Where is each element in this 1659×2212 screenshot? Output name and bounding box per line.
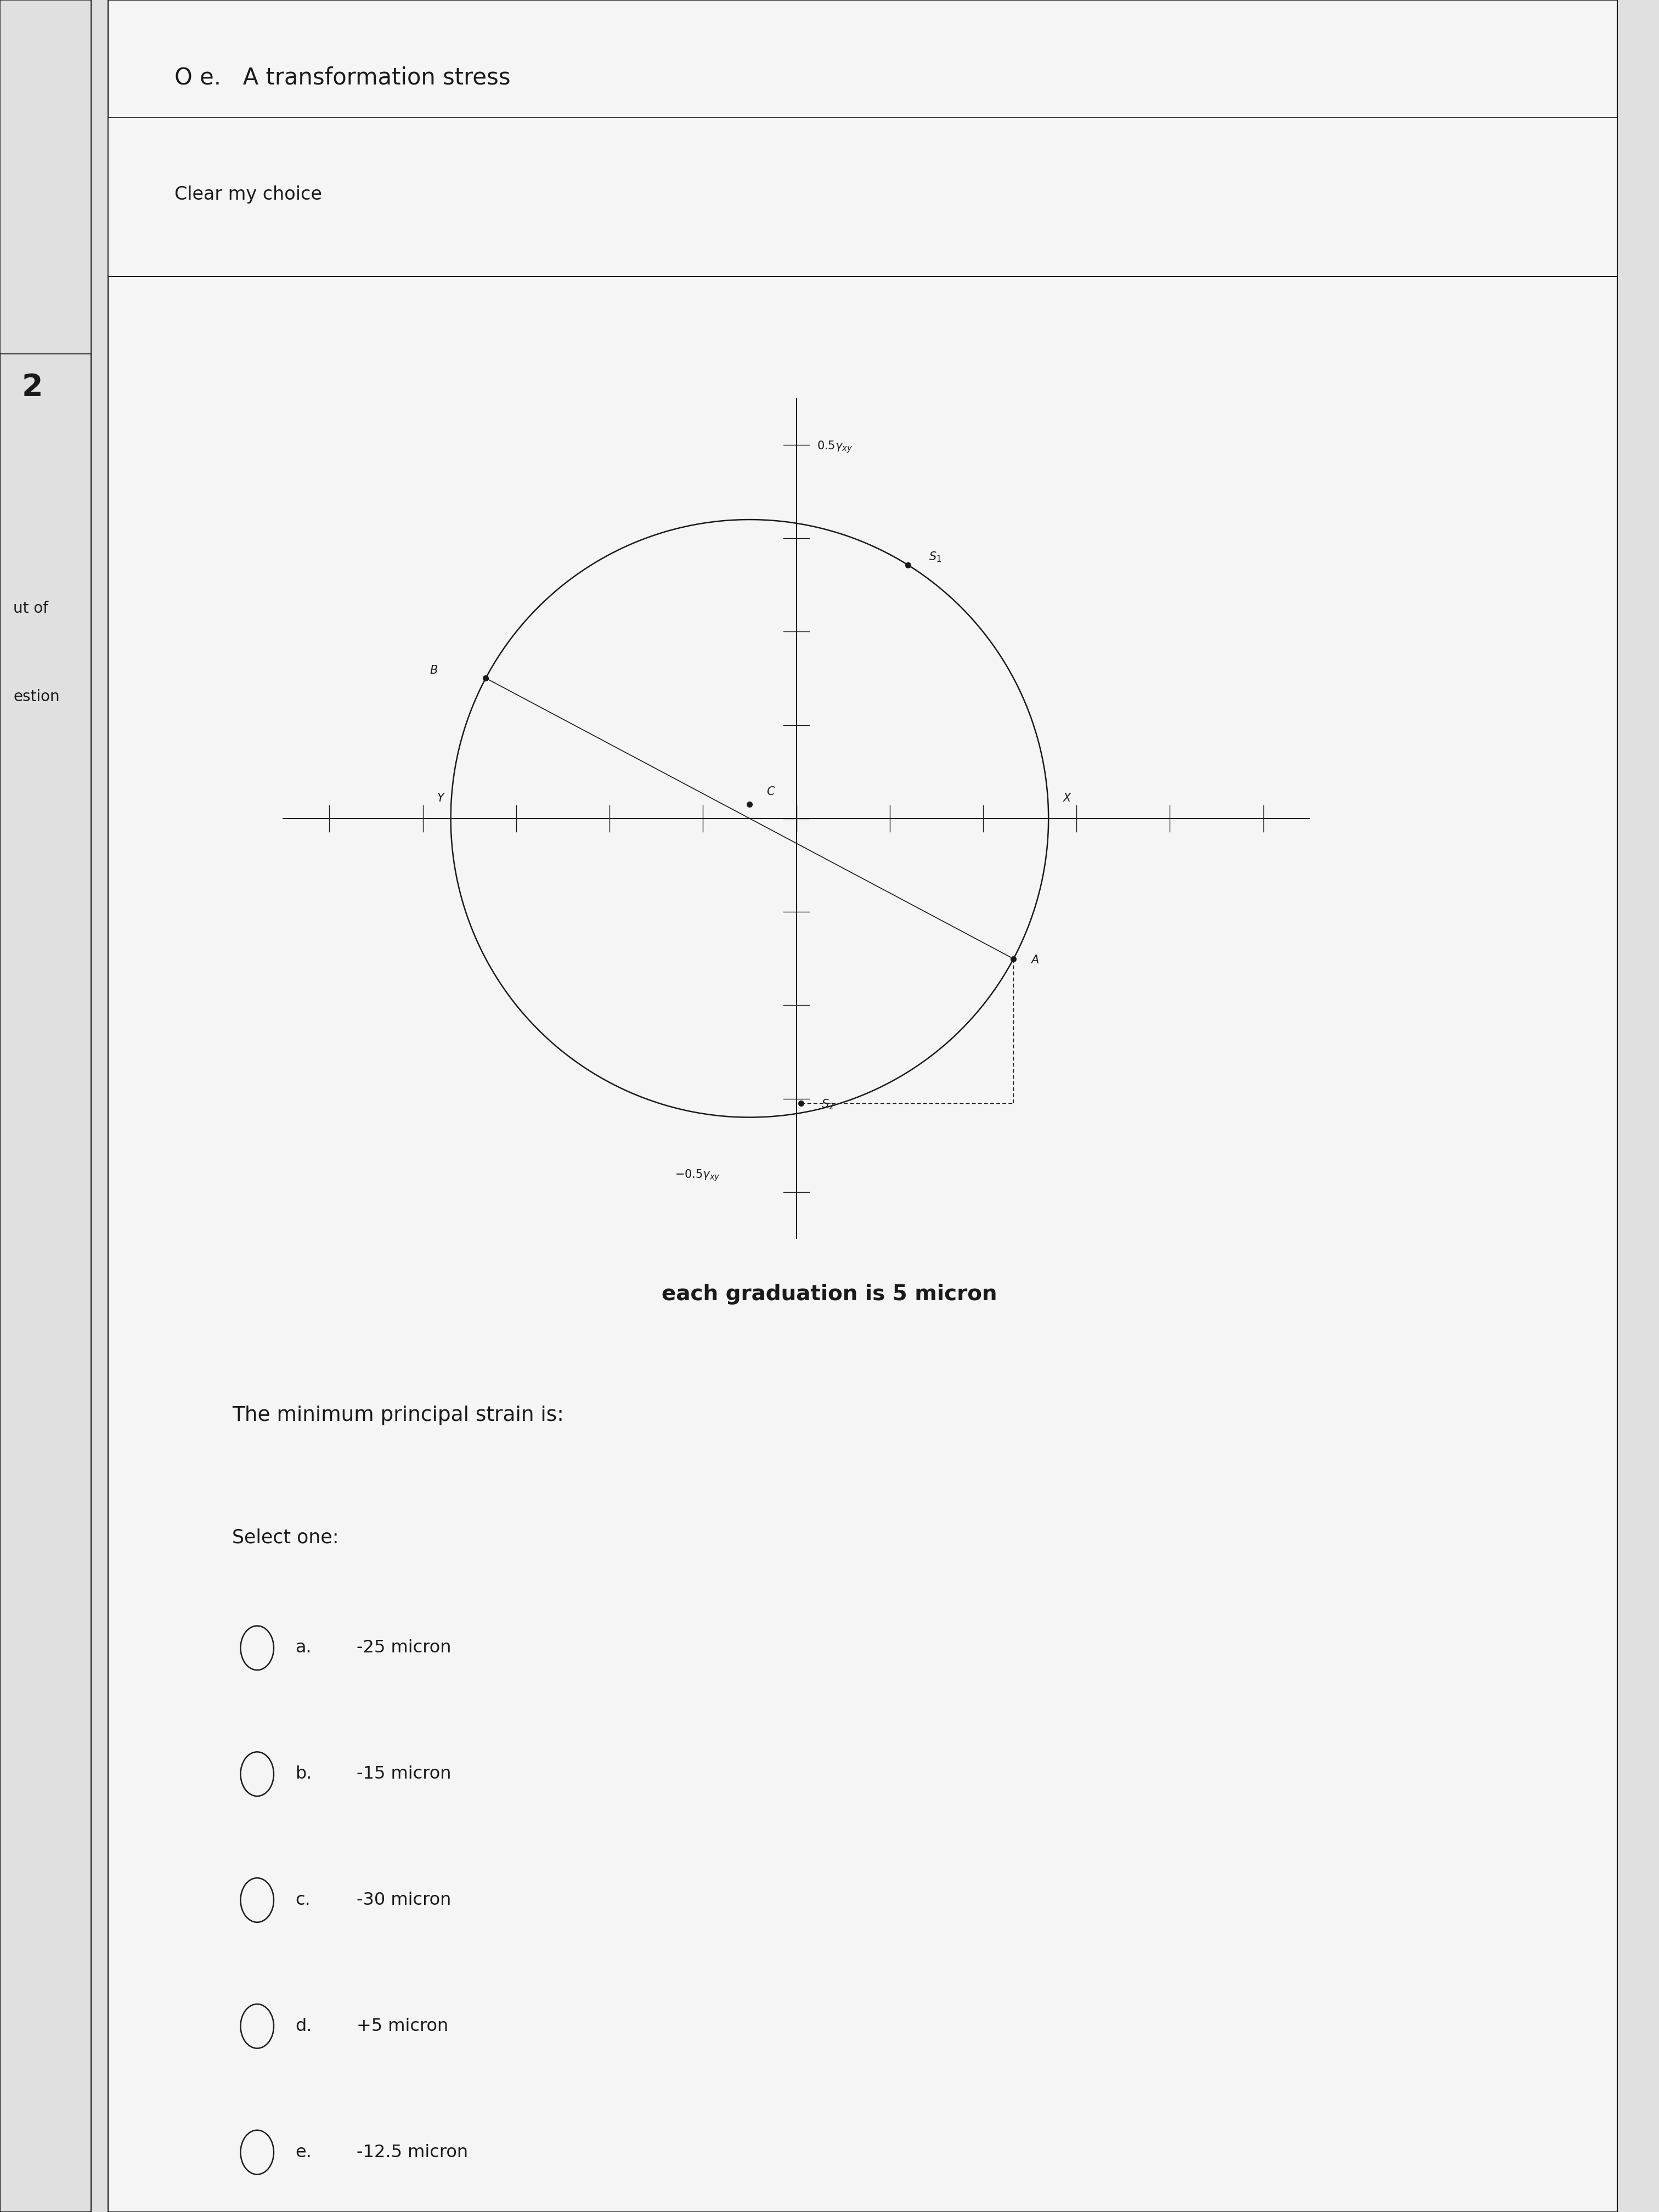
Text: $S_2$: $S_2$ (821, 1097, 834, 1110)
Text: $Y$: $Y$ (436, 792, 446, 803)
Text: Clear my choice: Clear my choice (174, 186, 322, 204)
Bar (0, 0, 91, 2212)
Text: d.: d. (295, 2017, 312, 2035)
Text: $C$: $C$ (766, 785, 775, 796)
Text: 2: 2 (22, 372, 43, 403)
Text: estion: estion (13, 690, 60, 703)
Text: $A$: $A$ (1030, 956, 1039, 967)
Text: O e.   A transformation stress: O e. A transformation stress (174, 66, 511, 88)
Text: b.: b. (295, 1765, 312, 1783)
Text: $X$: $X$ (1062, 792, 1072, 803)
Text: +5 micron: +5 micron (357, 2017, 448, 2035)
Bar (108, 117, 1618, 276)
Bar (108, 276, 1618, 2212)
Text: -30 micron: -30 micron (357, 1891, 451, 1909)
Text: -15 micron: -15 micron (357, 1765, 451, 1783)
Text: Select one:: Select one: (232, 1528, 338, 1546)
Text: $B$: $B$ (430, 664, 438, 675)
Bar (0, 0, 91, 354)
Text: each graduation is 5 micron: each graduation is 5 micron (662, 1283, 997, 1305)
Text: $S_1$: $S_1$ (929, 551, 941, 564)
Text: c.: c. (295, 1891, 310, 1909)
Text: -25 micron: -25 micron (357, 1639, 451, 1657)
Text: -12.5 micron: -12.5 micron (357, 2143, 468, 2161)
Text: a.: a. (295, 1639, 312, 1657)
Bar (108, 0, 1618, 276)
Text: $0.5\gamma_{xy}$: $0.5\gamma_{xy}$ (816, 440, 853, 453)
Text: e.: e. (295, 2143, 312, 2161)
Text: The minimum principal strain is:: The minimum principal strain is: (232, 1407, 564, 1425)
Text: ut of: ut of (13, 602, 48, 615)
Text: $-0.5\gamma_{xy}$: $-0.5\gamma_{xy}$ (675, 1168, 720, 1183)
